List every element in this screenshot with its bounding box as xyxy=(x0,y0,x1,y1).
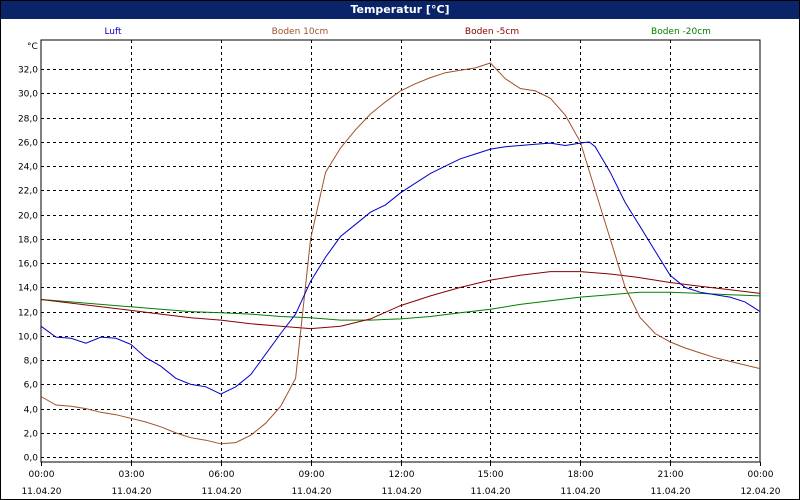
x-tick-label-time: 18:00 xyxy=(568,470,594,480)
x-tick-label-date: 11.04.20 xyxy=(470,487,510,497)
plot-area xyxy=(40,39,761,463)
y-tick-label: 2,0 xyxy=(24,430,39,440)
legend-entry: Luft xyxy=(104,27,122,37)
x-tick-label-time: 12:00 xyxy=(389,470,415,480)
y-tick-label: 28,0 xyxy=(18,115,38,125)
y-tick-label: 20,0 xyxy=(18,212,38,222)
x-tick-label-time: 00:00 xyxy=(748,470,774,480)
y-tick-label: 4,0 xyxy=(24,406,39,416)
x-tick-label-date: 11.04.20 xyxy=(650,487,690,497)
x-tick-label-time: 15:00 xyxy=(478,470,504,480)
x-tick-label-date: 11.04.20 xyxy=(291,487,331,497)
y-tick-label: 32,0 xyxy=(18,66,38,76)
legend-entry: Boden -20cm xyxy=(651,27,711,37)
y-tick-label: 6,0 xyxy=(24,381,39,391)
x-tick-label-time: 06:00 xyxy=(209,470,235,480)
x-tick-label-date: 11.04.20 xyxy=(201,487,241,497)
axes: 0,0 2,0 4,0 6,0 8,0 10,0 12,0 14,0 16,0 18,0 20,0 2… xyxy=(18,66,781,498)
y-tick-label: 18,0 xyxy=(18,236,38,246)
grid xyxy=(40,39,761,463)
x-tick-label-date: 11.04.20 xyxy=(381,487,421,497)
x-tick-label-date: 11.04.20 xyxy=(21,487,61,497)
y-tick-label: 30,0 xyxy=(18,90,38,100)
y-tick-label: 22,0 xyxy=(18,187,38,197)
x-tick-label-time: 09:00 xyxy=(299,470,325,480)
series-line-boden-10cm xyxy=(40,62,761,445)
legend: Luft Boden 10cm Boden -5cm Boden -20cm xyxy=(104,27,711,37)
y-tick-label: 26,0 xyxy=(18,139,38,149)
y-tick-label: 0,0 xyxy=(24,454,39,464)
legend-entry: Boden -5cm xyxy=(465,27,519,37)
legend-entry: Boden 10cm xyxy=(272,27,329,37)
x-tick-label-time: 03:00 xyxy=(119,470,145,480)
y-tick-label: 12,0 xyxy=(18,309,38,319)
y-axis-unit-label: °C xyxy=(27,42,38,52)
x-tick-label-date: 12.04.20 xyxy=(740,487,780,497)
y-tick-label: 10,0 xyxy=(18,333,38,343)
x-tick-label-date: 11.04.20 xyxy=(560,487,600,497)
y-tick-label: 8,0 xyxy=(24,357,39,367)
x-tick-label-time: 21:00 xyxy=(658,470,684,480)
series-line-luft xyxy=(40,141,761,395)
y-tick-label: 14,0 xyxy=(18,284,38,294)
window-title: Temperatur [°C] xyxy=(1,1,799,19)
temperature-chart: 0,0 2,0 4,0 6,0 8,0 10,0 12,0 14,0 16,0 18,0 20,0 2… xyxy=(18,27,781,498)
y-tick-label: 24,0 xyxy=(18,163,38,173)
series-line-boden-20cm xyxy=(40,291,761,321)
series-line-boden-5cm xyxy=(40,271,761,330)
series-lines xyxy=(40,62,761,445)
x-tick-label-date: 11.04.20 xyxy=(111,487,151,497)
y-tick-label: 16,0 xyxy=(18,260,38,270)
x-tick-label-time: 00:00 xyxy=(29,470,55,480)
